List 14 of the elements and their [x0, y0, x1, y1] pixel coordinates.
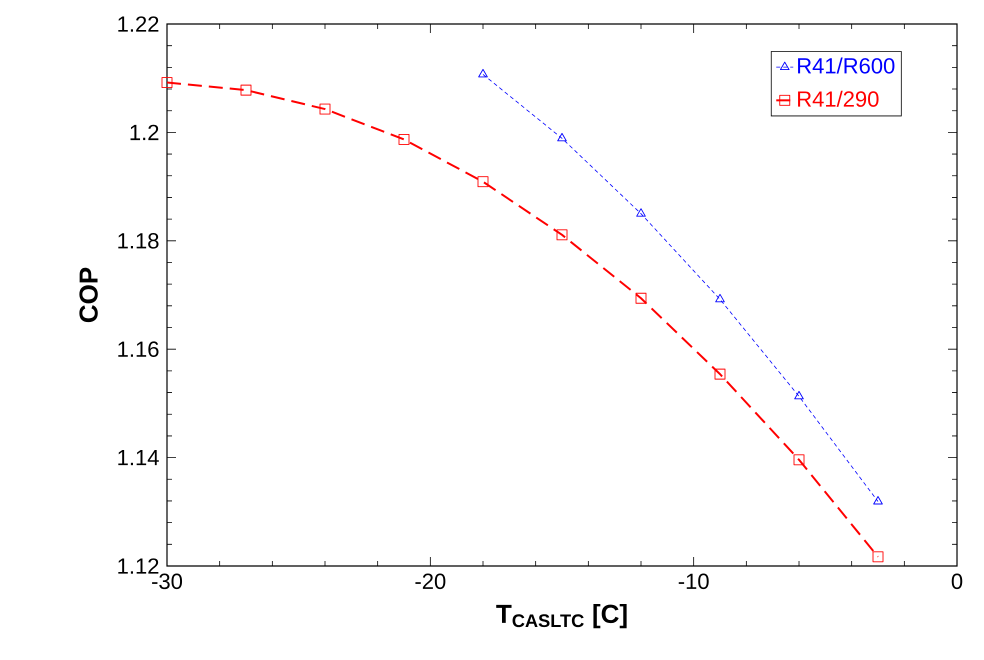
x-tick-label: -10	[678, 574, 709, 590]
legend-label: R41/290	[798, 90, 879, 107]
y-axis-title: COP	[79, 268, 98, 322]
x-tick-label: 0	[952, 574, 962, 590]
y-tick-label: 1.16	[118, 341, 158, 357]
x-axis-title: T$_{CASLTC}$ [C]	[496, 604, 627, 628]
x-tick-label: -30	[152, 574, 182, 590]
y-tick-label: 1.14	[118, 450, 159, 466]
y-tick-label: 1.18	[118, 233, 159, 249]
y-tick-label: 1.12	[118, 558, 158, 574]
legend-label: R41/R600	[798, 57, 894, 74]
y-tick-label: 1.22	[118, 16, 158, 32]
y-tick-label: 1.2	[130, 124, 158, 140]
x-tick-label: -20	[415, 574, 446, 590]
